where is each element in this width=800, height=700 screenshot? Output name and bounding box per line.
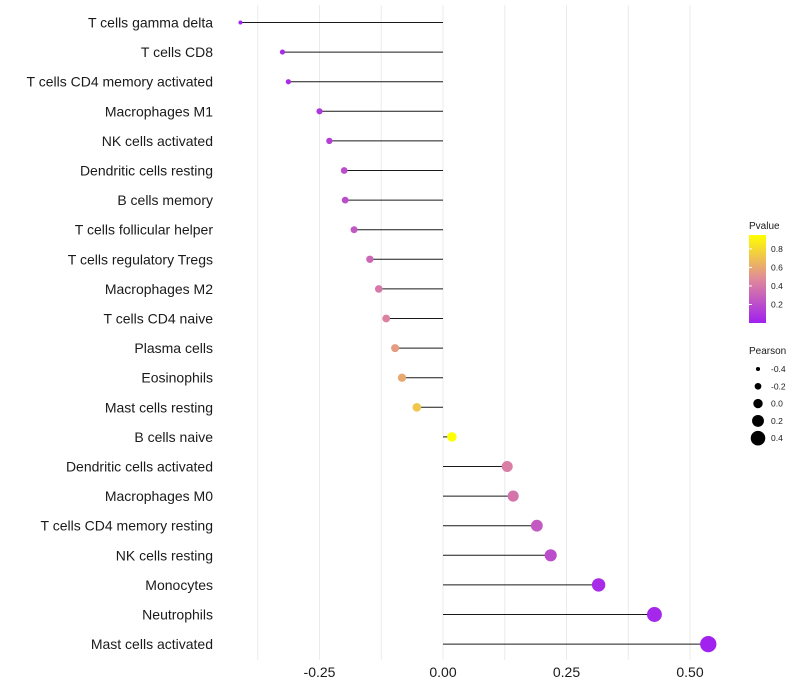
colorbar-tick-label: 0.2 — [771, 299, 783, 309]
lollipop-point — [700, 635, 717, 653]
lollipop-point — [340, 167, 348, 174]
category-label: B cells memory — [117, 192, 213, 208]
colorbar-tick-label: 0.6 — [771, 262, 783, 272]
category-label: B cells naive — [134, 429, 213, 445]
category-label: Macrophages M2 — [105, 281, 213, 297]
pvalue-legend-title: Pvalue — [749, 221, 780, 232]
lollipop-point — [326, 137, 333, 145]
category-label: Monocytes — [145, 577, 213, 593]
size-legend-dot — [752, 414, 764, 427]
lollipop-point — [316, 108, 323, 115]
size-legend-label: 0.2 — [771, 416, 783, 426]
size-legend-dot — [753, 398, 763, 409]
category-label: Dendritic cells resting — [80, 163, 213, 179]
stem-layer — [240, 22, 709, 645]
lollipop-point — [507, 490, 519, 502]
x-tick-label: 0.00 — [429, 664, 456, 680]
category-label: T cells CD4 naive — [104, 311, 214, 327]
size-legend-label: -0.2 — [771, 381, 786, 391]
size-legend-dot — [755, 366, 761, 372]
pvalue-legend: Pvalue 0.8 0.6 0.4 0.2 — [749, 221, 783, 323]
lollipop-point — [238, 20, 243, 25]
category-label: Eosinophils — [141, 370, 213, 386]
size-legend-dot — [754, 382, 762, 390]
category-label: Neutrophils — [142, 607, 213, 623]
lollipop-point — [501, 460, 513, 473]
x-tick-label: -0.25 — [304, 664, 336, 680]
pvalue-colorbar — [749, 235, 766, 323]
lollipop-point — [591, 578, 606, 592]
lollipop-point — [350, 226, 358, 234]
category-label: T cells follicular helper — [75, 222, 214, 238]
x-axis-ticks: -0.25 0.00 0.25 0.50 — [304, 664, 704, 680]
pearson-legend: Pearson -0.4 -0.2 0.0 0.2 0.4 — [749, 346, 786, 446]
size-legend-label: 0.4 — [771, 433, 783, 443]
lollipop-point — [397, 373, 407, 382]
lollipop-point — [530, 519, 543, 532]
lollipop-point — [412, 402, 422, 412]
size-legend-label: 0.0 — [771, 399, 783, 409]
lollipop-point — [382, 314, 391, 323]
x-tick-label: 0.50 — [676, 664, 703, 680]
lollipop-point — [374, 285, 383, 293]
category-label: Dendritic cells activated — [66, 459, 213, 475]
size-legend-label: -0.4 — [771, 364, 786, 374]
colorbar-tick-label: 0.8 — [771, 244, 783, 254]
category-label: Mast cells resting — [105, 399, 213, 415]
lollipop-point — [646, 607, 662, 622]
lollipop-point — [366, 255, 374, 263]
lollipop-point — [544, 549, 557, 562]
size-legend-dot — [750, 430, 766, 446]
category-label: T cells regulatory Tregs — [68, 251, 213, 267]
pearson-legend-title: Pearson — [749, 346, 786, 357]
point-layer — [238, 20, 717, 653]
colorbar-tick-label: 0.4 — [771, 281, 783, 291]
x-tick-label: 0.25 — [553, 664, 580, 680]
lollipop-point — [285, 79, 292, 85]
lollipop-point — [341, 196, 349, 204]
category-label: NK cells activated — [102, 133, 213, 149]
grid-layer — [257, 5, 691, 660]
category-label: T cells gamma delta — [88, 15, 213, 31]
category-label: Mast cells activated — [91, 636, 213, 652]
category-label: Macrophages M0 — [105, 488, 213, 504]
category-label: T cells CD4 memory resting — [41, 518, 213, 534]
category-labels: T cells gamma delta T cells CD8 T cells CD… — [27, 15, 214, 653]
category-label: Plasma cells — [134, 340, 213, 356]
category-label: NK cells resting — [116, 547, 213, 563]
lollipop-point — [447, 432, 457, 442]
lollipop-point — [279, 49, 286, 55]
category-label: Macrophages M1 — [105, 103, 213, 119]
lollipop-point — [391, 344, 400, 353]
category-label: T cells CD8 — [141, 44, 213, 60]
category-label: T cells CD4 memory activated — [27, 74, 213, 90]
